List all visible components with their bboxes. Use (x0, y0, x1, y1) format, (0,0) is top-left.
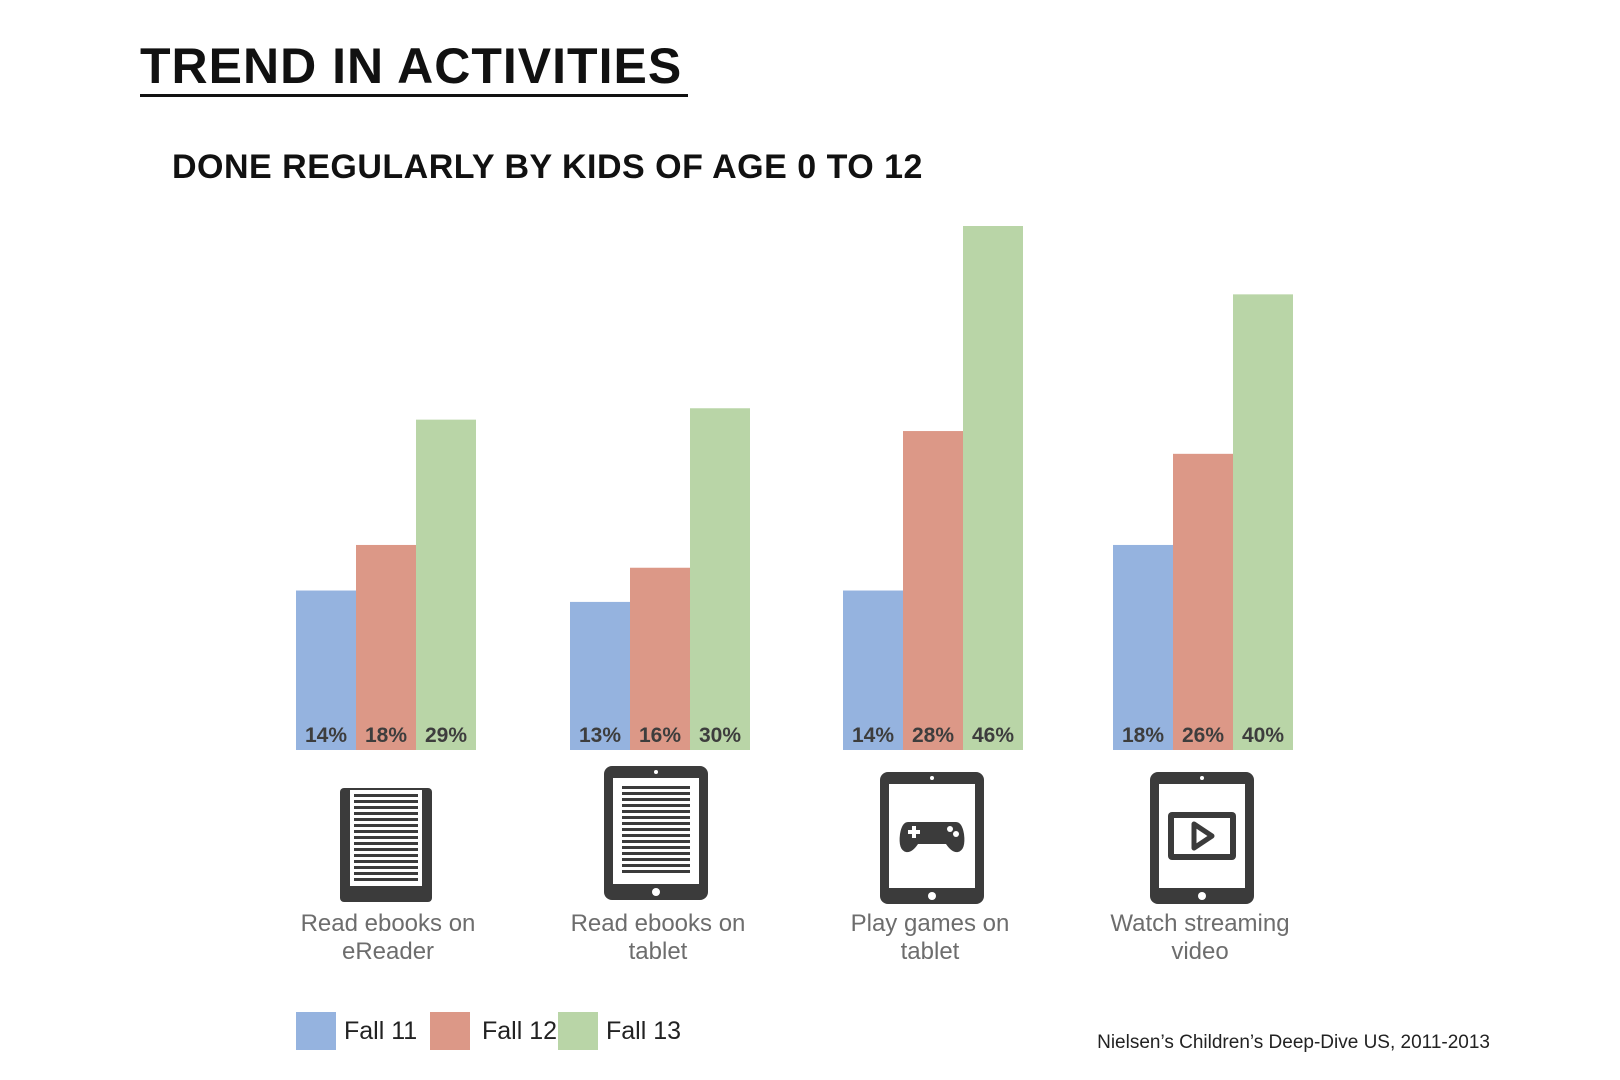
bar-fall11-cat0 (296, 590, 356, 750)
bar-label-fall12-cat0: 18% (365, 724, 407, 747)
legend-label-fall11: Fall 11 (344, 1017, 418, 1045)
bar-label-fall11-cat3: 18% (1122, 724, 1164, 747)
chart-title: TREND IN ACTIVITIES (140, 38, 683, 94)
tablet-ebook-icon (604, 766, 708, 900)
bar-fall12-cat2 (903, 431, 963, 750)
legend-swatch-fall11 (296, 1012, 336, 1050)
bar-label-fall12-cat1: 16% (639, 724, 681, 747)
bar-label-fall12-cat2: 28% (912, 724, 954, 747)
bar-fall12-cat1 (630, 567, 690, 750)
bar-label-fall11-cat1: 13% (579, 724, 621, 747)
category-label-streaming-video: Watch streaming video (1110, 910, 1290, 965)
bar-fall11-cat3 (1113, 544, 1173, 750)
bar-label-fall13-cat1: 30% (699, 724, 741, 747)
title-underline (140, 94, 688, 97)
bar-fall13-cat0 (416, 419, 476, 750)
source-note: Nielsen’s Children’s Deep-Dive US, 2011-… (1097, 1032, 1490, 1053)
ereader-icon (340, 788, 432, 902)
tablet-play-video-icon (1150, 772, 1254, 904)
legend-label-fall12: Fall 12 (482, 1017, 558, 1045)
bar-fall13-cat3 (1233, 294, 1293, 750)
bar-fall13-cat2 (963, 226, 1023, 750)
bar-fall13-cat1 (690, 408, 750, 750)
bar-label-fall12-cat3: 26% (1182, 724, 1224, 747)
bar-fall11-cat2 (843, 590, 903, 750)
category-label-tablet-ebooks: Read ebooks on tablet (570, 910, 746, 965)
category-label-ereader: Read ebooks on eReader (300, 910, 476, 965)
chart-subtitle: DONE REGULARLY BY KIDS OF AGE 0 TO 12 (172, 148, 923, 186)
bar-label-fall13-cat2: 46% (972, 724, 1014, 747)
tablet-game-controller-icon (880, 772, 984, 904)
legend-swatch-fall12 (430, 1012, 470, 1050)
bar-fall12-cat0 (356, 544, 416, 750)
bar-fall12-cat3 (1173, 453, 1233, 750)
legend-swatch-fall13 (558, 1012, 598, 1050)
bar-label-fall13-cat3: 40% (1242, 724, 1284, 747)
bar-label-fall11-cat2: 14% (852, 724, 894, 747)
bar-fall11-cat1 (570, 601, 630, 750)
legend-label-fall13: Fall 13 (606, 1017, 682, 1045)
category-label-tablet-games: Play games on tablet (850, 910, 1010, 965)
bar-label-fall11-cat0: 14% (305, 724, 347, 747)
bar-label-fall13-cat0: 29% (425, 724, 467, 747)
